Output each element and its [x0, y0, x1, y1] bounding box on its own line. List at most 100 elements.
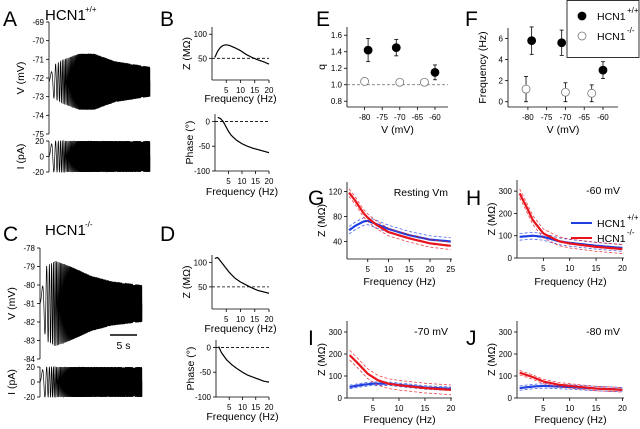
- x-tick-label: 20: [265, 86, 274, 95]
- y-tick-label: -100: [195, 393, 212, 402]
- y-tick-label: -78: [23, 244, 35, 253]
- y-tick-label: 200: [499, 209, 513, 218]
- condition-annotation: Resting Vm: [394, 187, 449, 199]
- x-axis-label: Frequency (Hz): [363, 414, 435, 426]
- x-tick-label: 5: [541, 404, 546, 413]
- sem-band-line: [519, 238, 623, 252]
- x-tick-label: 20: [426, 265, 435, 274]
- legend-label: HCN1: [597, 11, 626, 23]
- panel-label-B: B: [160, 8, 174, 31]
- y-tick-label: 4: [499, 56, 504, 65]
- y-tick-label: 1.2: [331, 64, 343, 73]
- y-tick-label: 300: [329, 328, 343, 337]
- sem-band-line: [519, 188, 623, 246]
- x-tick-label: -70: [560, 113, 572, 122]
- y-tick-label: 100: [499, 232, 513, 241]
- x-tick-label: 5: [227, 403, 232, 412]
- current-trace: [48, 139, 151, 174]
- y-tick-label: -72: [32, 74, 44, 83]
- x-tick-label: -80: [359, 113, 371, 122]
- legend-label-superscript: +/+: [627, 213, 639, 222]
- x-axis-label: Frequency (Hz): [206, 411, 278, 423]
- sem-band-line: [349, 349, 451, 386]
- panel-label-C: C: [3, 223, 18, 246]
- y-tick-label: -69: [32, 18, 44, 27]
- y-tick-label: 40: [333, 237, 342, 246]
- series-line-black: [218, 346, 270, 383]
- x-tick-label: 25: [446, 265, 455, 274]
- y-tick-label: 0: [206, 117, 211, 126]
- y-axis-label: Z (MΩ): [316, 343, 328, 376]
- y-tick-label: 20: [26, 363, 35, 372]
- y-tick-label: -74: [32, 111, 44, 120]
- x-tick-label: 10: [395, 404, 404, 413]
- panel-label-A: A: [3, 8, 17, 31]
- genotype-title-superscript: -/-: [85, 220, 93, 229]
- y-tick-label: 1.4: [331, 48, 343, 57]
- y-axis-label: Z (MΩ): [181, 37, 193, 70]
- y-tick-label: 0: [508, 254, 513, 263]
- x-tick-label: -75: [376, 113, 388, 122]
- panel-label-H: H: [466, 187, 481, 210]
- x-tick-label: 15: [421, 404, 430, 413]
- y-tick-label: -82: [23, 318, 35, 327]
- y-tick-label: 300: [499, 328, 513, 337]
- x-tick-label: 15: [251, 403, 260, 412]
- y-tick-label: 0: [508, 394, 513, 403]
- y-tick-label: 100: [194, 30, 208, 39]
- x-tick-label: 15: [592, 404, 601, 413]
- y-tick-label: 300: [499, 187, 513, 196]
- x-tick-label: 10: [565, 264, 574, 273]
- y-tick-label: -20: [32, 168, 44, 177]
- legend-marker: [577, 11, 587, 21]
- chart-f: 0 2 4 6 Frequency (Hz) -80 -75 -70 -65 -60 V (mV) H…: [477, 0, 640, 136]
- y-axis-label: I (pA): [15, 144, 27, 170]
- scale-bar-label: 5 s: [116, 340, 130, 352]
- x-tick-label: 15: [251, 177, 260, 186]
- y-axis-label: Frequency (Hz): [477, 31, 489, 103]
- x-tick-label: 20: [265, 403, 274, 412]
- x-tick-label: -60: [429, 113, 441, 122]
- y-axis-label: q: [316, 64, 328, 70]
- sem-band-line: [348, 216, 451, 239]
- chart-a-v: -75 -74 -73 -72 -71 -70 -69 V (mV) HCN1 +/+: [15, 5, 151, 139]
- chart-c-v: -84 -83 -82 -81 -80 -79 -78 V (mV) HCN1 -/- 5 s: [6, 220, 143, 364]
- x-tick-label: 10: [238, 403, 247, 412]
- y-tick-label: 0.8: [331, 97, 343, 106]
- x-tick-label: 20: [265, 177, 274, 186]
- x-tick-label: 20: [618, 404, 627, 413]
- x-tick-label: 10: [384, 265, 393, 274]
- legend-label-superscript: +/+: [627, 6, 639, 15]
- y-tick-label: 80: [333, 212, 342, 221]
- x-tick-label: 10: [236, 315, 245, 324]
- data-point-filled: [363, 45, 373, 55]
- y-axis-label: Z (MΩ): [181, 266, 193, 299]
- series-line-black: [214, 44, 270, 65]
- genotype-title: HCN1: [45, 7, 86, 24]
- x-tick-label: -65: [578, 113, 590, 122]
- data-point-open: [420, 77, 429, 87]
- data-point-open: [561, 87, 570, 97]
- y-tick-label: 1.0: [331, 81, 343, 90]
- y-tick-label: 50: [198, 54, 207, 63]
- series-line-ko: [518, 192, 623, 251]
- y-tick-label: -20: [23, 393, 35, 402]
- y-tick-label: -70: [32, 37, 44, 46]
- sem-band-line: [348, 196, 451, 251]
- condition-annotation: -80 mV: [586, 326, 620, 338]
- y-tick-label: 20: [35, 137, 44, 146]
- y-tick-label: -84: [23, 355, 35, 364]
- panel-label-D: D: [160, 223, 175, 246]
- sem-band-line: [349, 381, 451, 388]
- x-tick-label: 10: [565, 404, 574, 413]
- legend-label-superscript: -/-: [627, 228, 635, 237]
- y-tick-label: -71: [32, 55, 44, 64]
- x-tick-label: 15: [250, 86, 259, 95]
- sem-band-line: [519, 374, 623, 393]
- x-tick-label: 5: [224, 86, 229, 95]
- y-tick-label: 50: [198, 283, 207, 292]
- legend-label: HCN1: [597, 233, 626, 245]
- chart-a-i: -20 0 20 I (pA): [15, 137, 151, 177]
- panel-label-G: G: [308, 187, 324, 210]
